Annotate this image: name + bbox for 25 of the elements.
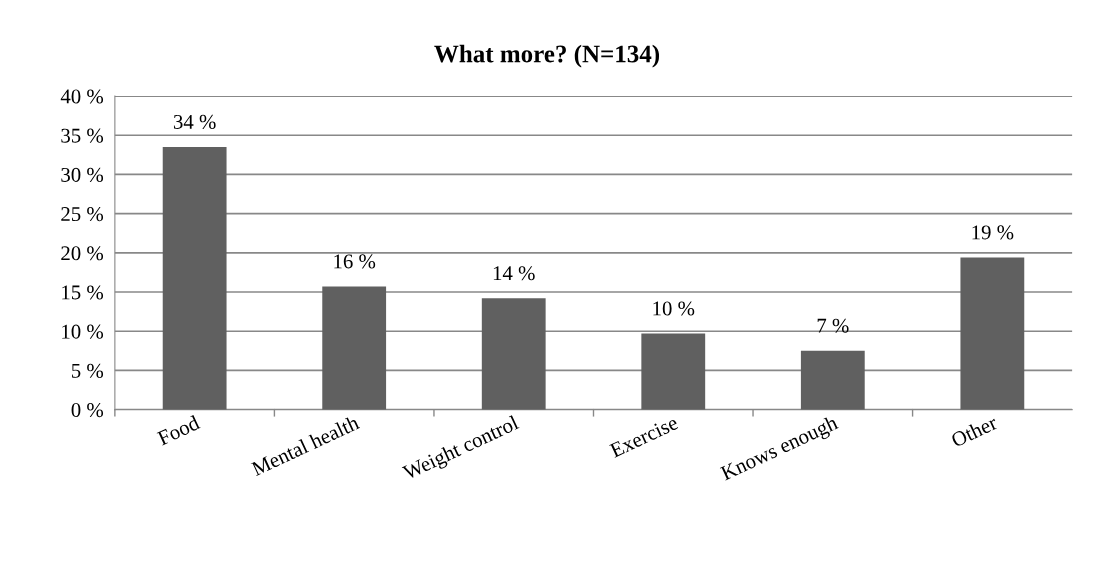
bar	[960, 257, 1025, 410]
y-tick-label: 10 %	[62, 324, 104, 339]
bar	[162, 147, 227, 410]
bar	[641, 333, 706, 410]
chart-title: What more? (N=134)	[434, 44, 660, 68]
x-tick-label: Food	[156, 414, 201, 446]
x-tick-label: Other	[950, 414, 999, 448]
y-tick-label: 5 %	[71, 363, 104, 378]
y-tick-label: 15 %	[62, 285, 104, 300]
data-label: 34 %	[173, 114, 216, 129]
bar	[481, 298, 546, 410]
data-label: 7 %	[817, 318, 849, 333]
data-label: 10 %	[653, 301, 695, 316]
bar	[800, 350, 865, 410]
y-tick-label: 35 %	[61, 128, 104, 143]
y-tick-label: 40 %	[60, 89, 104, 104]
data-label: 14 %	[493, 266, 535, 281]
y-tick-label: 30 %	[61, 167, 104, 182]
bar	[322, 286, 387, 410]
data-label: 16 %	[334, 254, 376, 269]
data-label: 19 %	[972, 225, 1014, 240]
x-tick-label: Knows enough	[719, 414, 841, 485]
y-tick-label: 0 %	[71, 403, 104, 418]
y-tick-label: 25 %	[61, 207, 104, 222]
y-tick-label: 20 %	[61, 246, 104, 261]
